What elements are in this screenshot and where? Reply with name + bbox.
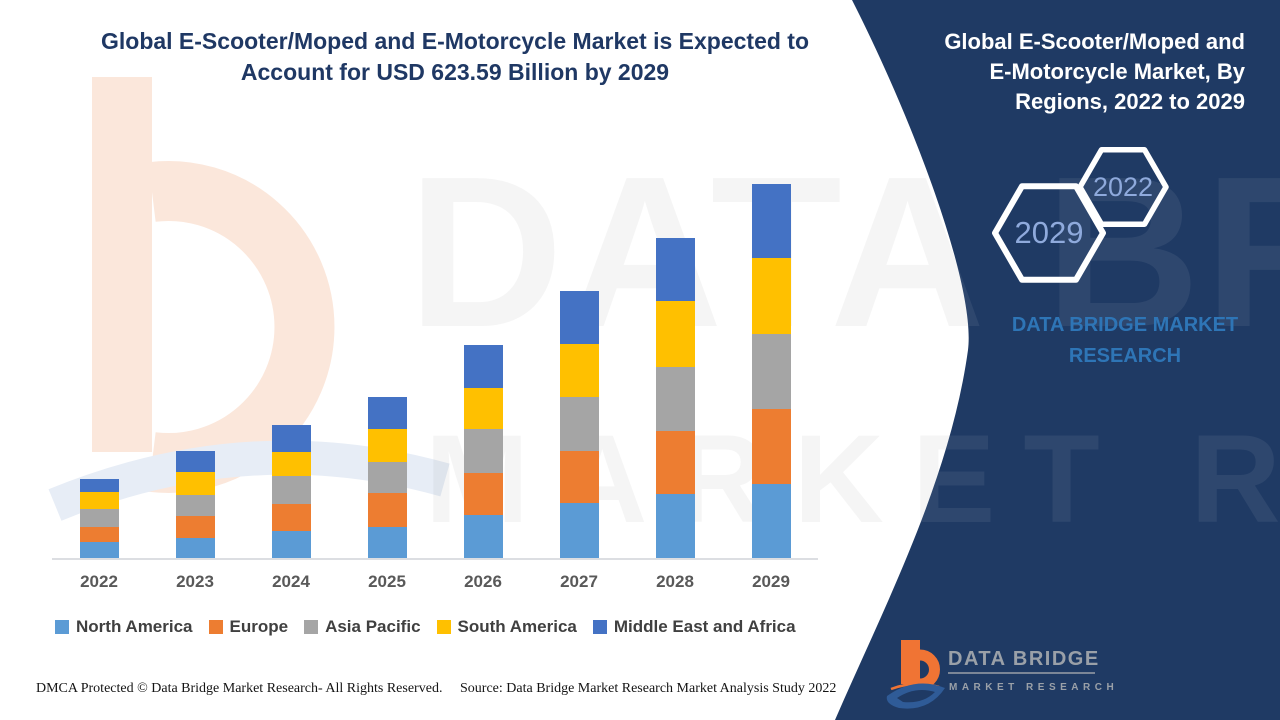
legend-swatch-icon [592, 620, 607, 634]
legend-item-middle-east-and-africa: Middle East and Africa [592, 617, 796, 637]
bar-segment-2028-europe [655, 431, 695, 494]
x-axis-label-2028: 2028 [656, 572, 694, 591]
legend-item-asia-pacific: Asia Pacific [304, 617, 421, 637]
bar-segment-2024-north-america [271, 531, 311, 559]
bar-segment-2023-north-america [175, 537, 215, 559]
x-axis-label-2025: 2025 [368, 572, 406, 591]
legend-item-europe: Europe [208, 617, 289, 637]
legend-swatch-icon [208, 620, 223, 634]
side-panel-title: Global E-Scooter/Moped and E-Motorcycle … [930, 27, 1245, 117]
bar-segment-2029-europe [751, 408, 791, 484]
legend-label: South America [457, 617, 577, 636]
x-axis-label-2026: 2026 [464, 572, 502, 591]
bar-2028 [655, 238, 695, 559]
footer-source-text: Source: Data Bridge Market Research Mark… [460, 681, 837, 696]
legend-label: Middle East and Africa [613, 617, 796, 636]
bar-2027 [559, 291, 599, 559]
chart-title: Global E-Scooter/Moped and E-Motorcycle … [60, 26, 850, 88]
logo-name-text: DATA BRIDGE [948, 648, 1100, 670]
legend-swatch-icon [436, 620, 451, 634]
legend-label: Asia Pacific [325, 617, 421, 636]
x-axis-label-2027: 2027 [560, 572, 598, 591]
bar-segment-2026-asia-pacific [463, 429, 503, 474]
logo-subname-text: MARKET RESEARCH [949, 682, 1118, 693]
bar-segment-2028-asia-pacific [655, 366, 695, 431]
x-axis-label-2024: 2024 [272, 572, 310, 591]
bar-segment-2027-south-america [559, 343, 599, 397]
chart-title-line2: Account for USD 623.59 Billion by 2029 [240, 59, 670, 85]
bar-segment-2029-south-america [751, 257, 791, 334]
side-panel-title-line3: Regions, 2022 to 2029 [1015, 89, 1245, 114]
hexagon-badge-2022 [1077, 147, 1169, 227]
chart-title-line1: Global E-Scooter/Moped and E-Motorcycle … [100, 28, 810, 54]
bar-segment-2027-north-america [559, 503, 599, 559]
hexagon-badge-2029 [992, 183, 1106, 283]
x-axis-line [52, 558, 818, 560]
side-panel-shape [835, 0, 1280, 720]
bar-segment-2029-north-america [751, 483, 791, 559]
legend-label: North America [76, 617, 193, 636]
chart-legend: North America Europe Asia Pacific South Ame… [55, 617, 796, 637]
bar-segment-2028-middle-east-and-africa [655, 238, 695, 302]
side-panel-title-line1: Global E-Scooter/Moped and [944, 29, 1245, 54]
legend-item-south-america: South America [436, 617, 577, 637]
bar-segment-2027-europe [559, 451, 599, 504]
bar-segment-2022-europe [79, 526, 119, 543]
brand-text: DATA BRIDGE MARKET RESEARCH [1011, 314, 1239, 367]
bar-segment-2029-middle-east-and-africa [751, 184, 791, 258]
legend-swatch-icon [304, 620, 319, 634]
dbmr-logo: DATA BRIDGE MARKET RESEARCH [886, 640, 1118, 709]
bar-segment-2026-north-america [463, 515, 503, 559]
bar-segment-2025-north-america [367, 527, 407, 559]
legend-swatch-icon [55, 620, 69, 634]
bar-segment-2026-middle-east-and-africa [463, 344, 503, 389]
hexagon-2029-label: 2029 [1015, 215, 1084, 250]
dbmr-logo-b-icon [886, 640, 945, 709]
bar-segment-2026-south-america [463, 388, 503, 430]
footer-dmca-text: DMCA Protected © Data Bridge Market Rese… [36, 681, 443, 696]
bar-segment-2029-asia-pacific [751, 333, 791, 409]
bar-segment-2023-europe [175, 515, 215, 538]
bar-segment-2026-europe [463, 473, 503, 516]
bar-segment-2028-north-america [655, 493, 695, 559]
stacked-bar-chart: 2022 2023 2024 2025 2026 2027 2028 2029 [79, 184, 791, 591]
bar-2026 [463, 344, 503, 559]
hexagon-2022-label: 2022 [1093, 172, 1153, 202]
x-axis-label-2029: 2029 [752, 572, 790, 591]
x-axis-label-2022: 2022 [80, 572, 118, 591]
x-axis-label-2023: 2023 [176, 572, 214, 591]
legend-item-north-america: North America [55, 617, 193, 637]
legend-label: Europe [229, 617, 289, 636]
bar-segment-2027-middle-east-and-africa [559, 291, 599, 344]
bar-segment-2028-south-america [655, 301, 695, 367]
bar-segment-2022-north-america [79, 542, 119, 559]
bar-segment-2025-middle-east-and-africa [367, 396, 407, 429]
bar-segment-2027-asia-pacific [559, 396, 599, 452]
bar-2029 [751, 184, 791, 559]
side-panel-title-line2: E-Motorcycle Market, By [989, 59, 1245, 84]
